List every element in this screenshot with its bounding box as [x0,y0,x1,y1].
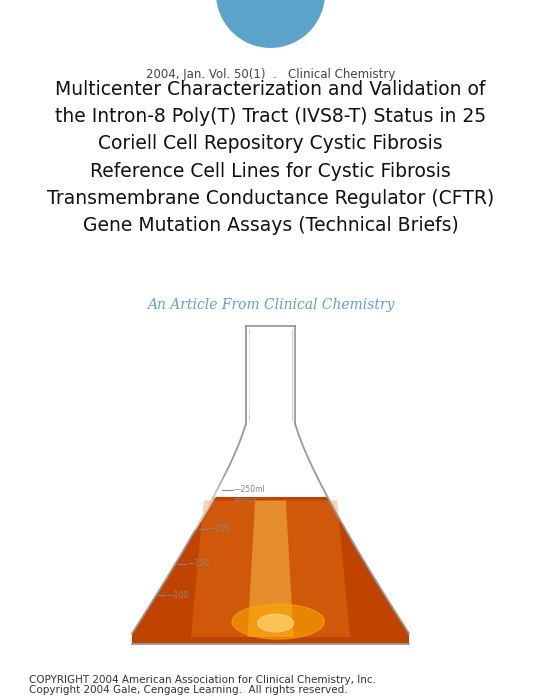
Text: APPROX.: APPROX. [234,498,260,503]
Text: —200: —200 [209,524,231,533]
Ellipse shape [216,0,325,48]
Text: 2004, Jan. Vol. 50(1)  .   Clinical Chemistry: 2004, Jan. Vol. 50(1) . Clinical Chemist… [146,68,395,80]
Text: —250ml: —250ml [234,486,266,494]
Ellipse shape [232,604,325,639]
Text: Multicenter Characterization and Validation of
the Intron-8 Poly(T) Tract (IVS8-: Multicenter Characterization and Validat… [47,80,494,235]
Text: Copyright 2004 Gale, Cengage Learning.  All rights reserved.: Copyright 2004 Gale, Cengage Learning. A… [29,685,348,695]
Text: An Article From Clinical Chemistry: An Article From Clinical Chemistry [147,298,394,312]
Polygon shape [132,497,409,644]
Text: —150: —150 [187,559,209,568]
Text: —100: —100 [167,591,189,599]
Polygon shape [191,500,350,637]
Ellipse shape [258,615,294,631]
Text: COPYRIGHT 2004 American Association for Clinical Chemistry, Inc.: COPYRIGHT 2004 American Association for … [29,676,377,685]
Polygon shape [247,500,294,637]
